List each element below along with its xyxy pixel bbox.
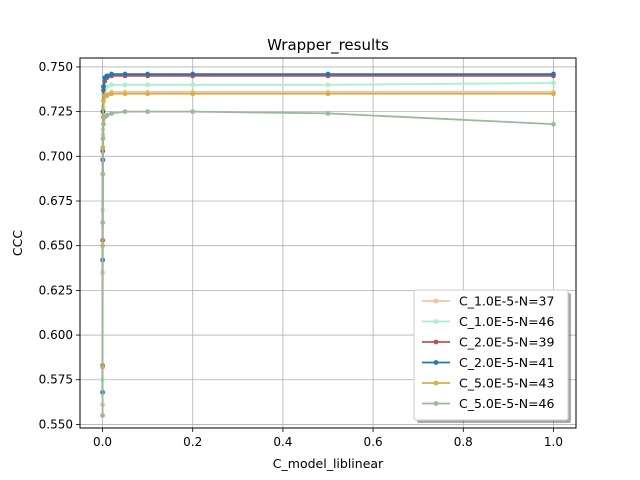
- data-point: [190, 82, 196, 88]
- y-tick-label: 0.625: [39, 283, 73, 297]
- legend-label: C_5.0E-5-N=46: [459, 396, 555, 411]
- legend-label: C_1.0E-5-N=46: [459, 314, 555, 329]
- x-axis: 0.0 0.2 0.4 0.6 0.8 1.0: [93, 428, 563, 449]
- legend-label: C_2.0E-5-N=39: [459, 335, 555, 350]
- data-point: [100, 220, 106, 225]
- y-tick-label: 0.750: [39, 60, 73, 74]
- data-point: [190, 91, 196, 97]
- data-point: [190, 109, 196, 115]
- chart-title: Wrapper_results: [267, 36, 389, 55]
- data-point: [101, 121, 106, 127]
- legend-box: [413, 289, 569, 421]
- legend-label: C_2.0E-5-N=41: [459, 355, 554, 370]
- data-point: [122, 91, 128, 97]
- data-point: [122, 82, 128, 88]
- series-5: [100, 109, 556, 418]
- data-point: [325, 111, 331, 116]
- data-point: [325, 82, 331, 88]
- x-tick-label: 0.4: [273, 435, 292, 449]
- data-point: [145, 91, 151, 97]
- x-axis-label: C_model_liblinear: [273, 456, 384, 471]
- data-point: [145, 109, 151, 115]
- data-point: [325, 91, 331, 97]
- x-tick-label: 0.0: [93, 435, 112, 449]
- data-point: [104, 73, 110, 79]
- data-point: [109, 71, 114, 77]
- x-tick-label: 1.0: [544, 435, 563, 449]
- data-point: [551, 80, 556, 86]
- data-point: [104, 84, 110, 89]
- data-point: [145, 82, 151, 88]
- legend-marker: [433, 298, 439, 304]
- data-point: [104, 112, 110, 118]
- data-point: [551, 121, 556, 127]
- y-tick-label: 0.700: [39, 149, 73, 163]
- y-tick-label: 0.650: [39, 239, 73, 253]
- y-tick-label: 0.675: [39, 194, 73, 208]
- data-point: [190, 71, 196, 77]
- legend-marker: [433, 339, 439, 345]
- data-point: [101, 84, 106, 89]
- data-point: [551, 91, 556, 97]
- x-tick-label: 0.6: [364, 435, 383, 449]
- data-point: [122, 109, 128, 115]
- y-tick-label: 0.550: [39, 417, 73, 431]
- legend-marker: [433, 380, 439, 386]
- data-point: [100, 413, 105, 418]
- y-tick-label: 0.575: [39, 373, 73, 387]
- legend-marker: [433, 319, 439, 324]
- legend-marker: [433, 401, 439, 406]
- legend-label: C_5.0E-5-N=43: [459, 376, 554, 391]
- x-tick-label: 0.2: [183, 435, 202, 449]
- y-tick-label: 0.725: [39, 105, 73, 119]
- data-point: [109, 82, 114, 88]
- legend-label: C_1.0E-5-N=37: [459, 294, 554, 309]
- plot-frame: [79, 57, 577, 429]
- data-point: [101, 98, 106, 104]
- data-point: [122, 71, 128, 77]
- y-axis: 0.550 0.575 0.600 0.625 0.650 0.675 0.700 0.725…: [39, 60, 80, 431]
- data-point: [100, 136, 106, 141]
- data-point: [325, 71, 331, 77]
- data-point: [104, 93, 110, 98]
- data-point: [100, 171, 106, 177]
- legend: C_1.0E-5-N=37 C_1.0E-5-N=46 C_2.0E-5-N=39 C…: [413, 289, 571, 423]
- y-axis-label: CCC: [10, 230, 25, 256]
- data-point: [109, 91, 114, 97]
- x-tick-label: 0.8: [454, 435, 473, 449]
- data-point: [109, 111, 114, 116]
- y-tick-label: 0.600: [39, 328, 73, 342]
- legend-marker: [433, 360, 439, 365]
- data-point: [145, 71, 151, 77]
- series-layer: [100, 71, 556, 418]
- data-point: [551, 71, 556, 77]
